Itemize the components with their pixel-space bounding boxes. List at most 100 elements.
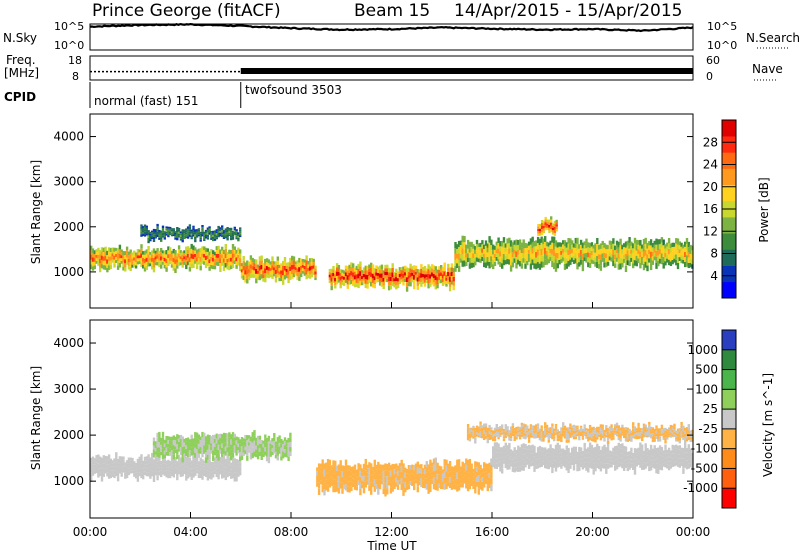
- velocity-echo-3-44-1: [571, 458, 574, 462]
- power-echo-1-14-2: [165, 230, 168, 232]
- power-echo-0-66-1: [208, 263, 211, 267]
- velocity-echo-2-92-2: [481, 477, 484, 482]
- velocity-echo-0-71-3: [217, 459, 220, 465]
- power-echo-0-48-4: [176, 253, 179, 257]
- power-echo-0-22-3: [129, 253, 132, 259]
- power-ytick-label-3: 4000: [53, 130, 84, 144]
- power-echo-0-82-2: [237, 254, 240, 259]
- velocity-echo-3-26-1: [538, 458, 542, 464]
- velocity-echo-4-88-2: [624, 432, 628, 436]
- velocity-echo-2-62-1: [427, 482, 430, 488]
- velocity-echo-4-42-1: [542, 437, 545, 440]
- velocity-echo-4-113-0: [669, 435, 673, 438]
- velocity-echo-3-25-2: [536, 455, 540, 460]
- velocity-echo-4-40-3: [538, 431, 542, 434]
- power-echo-0-18-0: [122, 266, 125, 271]
- velocity-echo-2-27-0: [364, 481, 367, 488]
- velocity-echo-4-13-2: [490, 432, 493, 435]
- velocity-echo-0-72-3: [219, 460, 222, 464]
- velocity-echo-4-44-3: [545, 427, 549, 430]
- power-echo-4-63-4: [567, 238, 570, 244]
- power-echo-4-65-0: [571, 257, 574, 262]
- power-echo-0-5-2: [99, 259, 102, 264]
- power-echo-4-69-3: [578, 248, 581, 254]
- power-echo-0-83-2: [239, 258, 242, 263]
- velocity-echo-3-32-2: [549, 453, 552, 459]
- power-echo-0-17-0: [120, 260, 123, 264]
- power-echo-0-66-2: [208, 259, 211, 264]
- power-echo-3-46-3: [411, 269, 414, 273]
- velocity-echo-2-66-2: [434, 470, 437, 477]
- power-echo-4-117-4: [664, 244, 667, 249]
- power-echo-3-19-0: [362, 280, 366, 284]
- power-echo-3-34-3: [389, 272, 393, 277]
- velocity-echo-0-37-2: [156, 466, 159, 471]
- velocity-echo-0-73-3: [221, 459, 224, 465]
- velocity-echo-4-113-3: [669, 427, 673, 430]
- power-echo-4-106-3: [644, 243, 647, 250]
- power-echo-4-46-4: [536, 236, 540, 244]
- power-echo-0-27-4: [138, 249, 141, 253]
- power-echo-3-69-3: [452, 272, 455, 277]
- velocity-echo-3-2-4: [495, 442, 498, 448]
- power-echo-4-117-0: [664, 261, 667, 266]
- power-echo-4-38-0: [522, 258, 525, 263]
- velocity-echo-2-5-0: [325, 484, 328, 491]
- power-echo-0-25-2: [134, 258, 138, 263]
- velocity-echo-3-50-2: [581, 458, 585, 463]
- power-echo-0-19-1: [124, 263, 127, 268]
- nave-label: Nave: [752, 62, 783, 76]
- velocity-echo-1-66-1: [271, 448, 274, 452]
- velocity-echo-4-77-3: [605, 427, 608, 430]
- power-echo-0-72-4: [219, 249, 222, 254]
- power-echo-4-23-0: [495, 257, 498, 261]
- velocity-echo-1-40-2: [224, 442, 227, 447]
- velocity-echo-2-97-4: [490, 458, 493, 465]
- velocity-echo-3-33-4: [551, 448, 554, 453]
- power-echo-3-33-0: [387, 285, 391, 291]
- velocity-echo-3-30-2: [545, 457, 549, 462]
- power-echo-3-4-0: [335, 280, 339, 285]
- power-echo-3-35-1: [391, 276, 394, 282]
- power-echo-3-17-2: [359, 271, 362, 276]
- velocity-echo-3-105-4: [680, 447, 683, 452]
- power-echo-4-124-0: [676, 263, 680, 270]
- velocity-echo-1-76-2: [289, 442, 292, 447]
- velocity-echo-2-5-1: [325, 479, 328, 485]
- velocity-echo-1-36-0: [217, 455, 220, 461]
- velocity-echo-2-93-3: [483, 467, 486, 473]
- power-echo-0-82-1: [237, 258, 240, 262]
- power-echo-0-59-2: [195, 257, 199, 262]
- power-echo-0-53-4: [185, 246, 188, 252]
- power-echo-0-40-2: [161, 256, 165, 260]
- station-title: Prince George (fitACF): [92, 1, 281, 21]
- velocity-echo-0-41-2: [163, 463, 166, 468]
- power-echo-4-5-1: [463, 254, 466, 261]
- velocity-echo-2-77-0: [454, 484, 457, 490]
- velocity-echo-4-61-0: [576, 434, 579, 437]
- power-echo-4-56-3: [554, 246, 558, 253]
- velocity-echo-2-83-4: [465, 458, 468, 465]
- power-echo-2-6-4: [251, 257, 254, 262]
- power-echo-1-8-4: [154, 229, 157, 231]
- power-echo-3-46-1: [411, 275, 414, 280]
- power-echo-4-69-2: [578, 253, 581, 258]
- power-echo-1-30-4: [194, 229, 197, 232]
- power-echo-5-4-3: [544, 219, 547, 223]
- power-echo-4-91-1: [617, 258, 620, 265]
- power-echo-4-30-4: [508, 237, 511, 244]
- power-echo-0-39-4: [160, 248, 163, 253]
- velocity-echo-3-6-1: [502, 456, 506, 461]
- power-echo-3-50-3: [418, 272, 421, 276]
- power-echo-1-12-3: [161, 228, 165, 231]
- power-echo-4-51-0: [545, 260, 549, 265]
- power-echo-0-8-3: [104, 251, 107, 256]
- power-echo-3-68-1: [450, 276, 454, 281]
- power-echo-5-9-0: [553, 232, 557, 236]
- velocity-echo-4-87-4: [623, 427, 626, 430]
- velocity-echo-3-104-0: [678, 463, 681, 468]
- power-echo-0-15-0: [116, 265, 120, 270]
- velocity-echo-3-111-2: [691, 459, 694, 463]
- velocity-echo-4-100-1: [646, 433, 649, 436]
- power-echo-4-74-1: [587, 257, 590, 263]
